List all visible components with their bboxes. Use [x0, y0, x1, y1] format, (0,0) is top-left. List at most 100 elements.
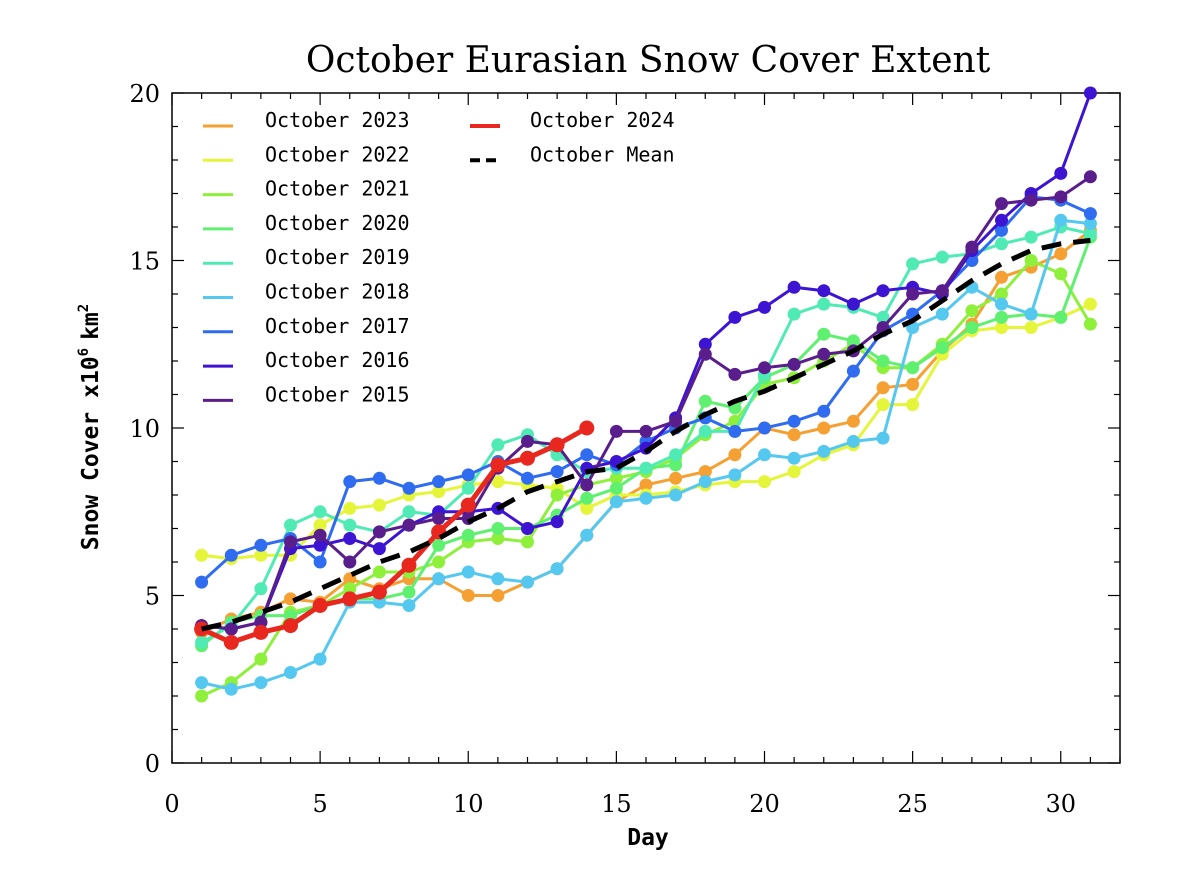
data-point [343, 555, 357, 569]
data-point [846, 297, 860, 311]
data-point [758, 421, 771, 435]
data-point [698, 475, 712, 489]
data-point [432, 512, 446, 525]
data-point [639, 461, 653, 475]
data-point [461, 565, 475, 579]
data-point [313, 538, 327, 552]
legend: October 2023 October 2022 October 2021 Octo… [203, 108, 675, 406]
data-point [343, 532, 357, 545]
data-point [549, 437, 565, 453]
data-point [758, 475, 771, 489]
data-point [876, 381, 890, 395]
legend-label: October 2020 [265, 211, 410, 235]
data-point [995, 223, 1008, 237]
data-point [491, 475, 505, 489]
data-point [461, 528, 475, 542]
data-point [521, 535, 534, 549]
data-point [935, 341, 949, 355]
data-point [669, 448, 683, 462]
data-point [965, 321, 979, 334]
data-point [372, 542, 386, 556]
data-point [876, 310, 890, 324]
data-point [906, 398, 920, 412]
data-point [935, 284, 949, 298]
data-point [787, 451, 801, 465]
data-point [787, 465, 801, 479]
data-point [491, 572, 505, 586]
data-point [995, 321, 1008, 334]
x-tick-label: 30 [1045, 790, 1076, 818]
data-point [402, 481, 416, 495]
data-point [580, 491, 594, 505]
data-point [343, 582, 357, 596]
data-point [313, 555, 327, 569]
y-axis-label-unit-exponent: 2 [76, 304, 92, 312]
data-point [254, 652, 268, 666]
y-tick-label: 0 [145, 750, 160, 778]
data-point [787, 414, 801, 428]
data-point [639, 478, 653, 492]
data-point [1054, 190, 1068, 204]
series-layer [194, 86, 1097, 703]
data-point [846, 434, 860, 448]
data-point [372, 525, 386, 539]
data-point [253, 624, 269, 640]
data-point [935, 250, 949, 264]
x-tick-label: 0 [164, 790, 179, 818]
data-point [342, 591, 358, 607]
data-point [1083, 207, 1097, 221]
data-point [935, 307, 949, 321]
data-point [461, 481, 475, 495]
legend-label: October Mean [530, 142, 675, 166]
data-point [1054, 310, 1068, 324]
data-point [758, 361, 771, 375]
data-point [432, 555, 446, 569]
data-point [787, 428, 801, 442]
data-point [906, 361, 920, 375]
data-point [254, 538, 268, 552]
data-point [284, 666, 297, 679]
data-point [402, 585, 416, 599]
data-point [698, 337, 712, 351]
data-point [995, 310, 1008, 324]
data-point [728, 468, 742, 482]
y-axis-label: Snow Cover x106 km2 [76, 304, 104, 550]
data-point [491, 532, 505, 545]
data-point [283, 618, 298, 634]
data-point [343, 518, 357, 532]
data-point [1083, 170, 1097, 184]
data-point [698, 424, 712, 438]
data-point [195, 548, 209, 562]
data-point [728, 367, 742, 381]
data-point [787, 357, 801, 371]
data-point [698, 394, 712, 408]
legend-label: October 2018 [265, 280, 410, 304]
data-point [965, 240, 979, 254]
y-axis-label-text: Snow Cover x10 [78, 356, 104, 550]
data-point [609, 481, 623, 495]
data-point [372, 565, 386, 579]
data-point [284, 535, 297, 549]
data-point [1083, 297, 1097, 311]
data-point [224, 548, 238, 562]
data-point [402, 599, 416, 612]
legend-label: October 2016 [265, 348, 410, 372]
data-point [313, 528, 327, 542]
data-point [876, 398, 890, 412]
data-point [639, 491, 653, 505]
data-point [876, 284, 890, 298]
data-point [1024, 230, 1038, 244]
data-point [817, 444, 831, 458]
data-point [195, 635, 209, 649]
y-axis-label-unit: km [78, 312, 104, 340]
data-point [669, 414, 683, 428]
y-axis-label-exponent: 6 [76, 348, 92, 356]
data-point [1024, 321, 1038, 334]
data-point [195, 676, 209, 690]
data-point [758, 300, 771, 314]
data-point [461, 589, 475, 602]
data-point [343, 475, 357, 489]
data-point [817, 284, 831, 298]
series-october-mean [201, 237, 1091, 632]
data-point [401, 557, 417, 573]
